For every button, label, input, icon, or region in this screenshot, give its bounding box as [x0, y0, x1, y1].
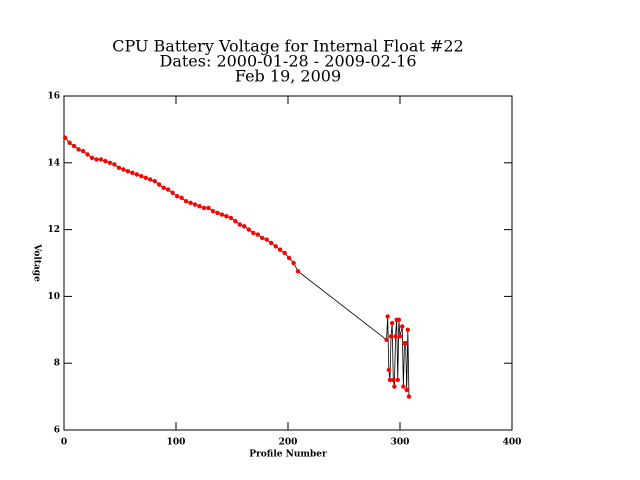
data-point: [76, 147, 81, 152]
data-point: [148, 177, 153, 182]
data-point: [116, 165, 122, 171]
x-tick-label: 300: [391, 438, 410, 448]
data-point: [174, 194, 180, 199]
data-point: [397, 334, 403, 339]
data-point: [277, 247, 283, 252]
data-point: [94, 157, 99, 162]
data-point: [219, 212, 225, 217]
data-point: [121, 167, 126, 172]
data-point: [85, 152, 90, 157]
data-point: [80, 148, 86, 154]
x-tick-label: 0: [61, 438, 67, 448]
data-point: [71, 143, 77, 149]
x-tick-label: 100: [167, 438, 186, 448]
y-tick-label: 14: [47, 158, 60, 168]
data-point: [387, 377, 393, 383]
title-line: Dates: 2000-01-28 - 2009-02-16: [159, 52, 416, 71]
data-point: [269, 240, 274, 246]
data-point: [386, 367, 391, 373]
data-point: [404, 387, 409, 393]
data-point: [384, 337, 389, 343]
y-tick-label: 8: [54, 359, 60, 369]
data-point: [67, 140, 72, 145]
data-point: [98, 157, 104, 162]
data-point: [89, 155, 95, 160]
data-point: [251, 230, 256, 236]
x-axis-label: Profile Number: [249, 450, 327, 460]
data-point: [401, 384, 406, 389]
data-point: [197, 204, 202, 209]
data-point: [389, 320, 395, 326]
data-point: [228, 215, 234, 221]
data-point: [139, 173, 144, 179]
data-point: [295, 269, 301, 274]
y-axis-label: Voltage: [32, 243, 42, 282]
data-point: [188, 200, 193, 206]
data-point: [273, 244, 278, 249]
data-point: [391, 377, 396, 383]
data-point: [406, 394, 412, 399]
data-point: [206, 205, 211, 211]
data-point: [107, 160, 113, 165]
data-point: [396, 317, 402, 322]
data-point: [385, 314, 390, 319]
data-point: [260, 235, 265, 241]
data-point: [242, 224, 247, 229]
data-point: [291, 260, 296, 266]
data-point: [400, 324, 405, 329]
y-tick-label: 10: [47, 292, 60, 302]
data-point: [405, 327, 411, 332]
data-point: [112, 162, 117, 167]
data-point: [246, 227, 251, 232]
plot-frame: [63, 95, 513, 431]
data-point: [393, 334, 398, 339]
data-point: [286, 255, 292, 261]
data-point: [392, 384, 397, 389]
y-tick-label: 6: [54, 426, 60, 436]
x-tick-label: 400: [503, 438, 522, 448]
data-point: [183, 199, 189, 204]
data-point: [143, 175, 148, 181]
x-tick-label: 200: [279, 438, 298, 448]
data-point: [62, 135, 68, 140]
data-point: [210, 209, 216, 214]
data-point: [237, 222, 243, 227]
data-point: [165, 187, 171, 192]
data-point: [161, 185, 166, 191]
data-line: [64, 137, 410, 397]
data-point: [282, 250, 287, 256]
data-point: [403, 340, 408, 346]
data-point: [179, 195, 184, 201]
data-point: [152, 178, 157, 184]
data-point: [264, 237, 269, 242]
data-point: [224, 214, 229, 219]
data-point: [255, 232, 260, 237]
data-point: [233, 219, 238, 224]
data-point: [170, 190, 175, 196]
data-point: [134, 172, 139, 177]
y-tick-label: 16: [47, 92, 60, 102]
data-point: [215, 210, 220, 216]
title-line: Feb 19, 2009: [235, 67, 341, 86]
data-point: [201, 205, 207, 211]
data-point: [192, 202, 198, 207]
title-line: CPU Battery Voltage for Internal Float #…: [112, 37, 463, 56]
data-point: [125, 168, 131, 174]
y-tick-label: 12: [47, 225, 60, 235]
data-point: [395, 377, 400, 383]
data-point: [103, 158, 108, 164]
data-point: [157, 182, 162, 187]
data-point: [388, 334, 394, 339]
data-point: [130, 170, 135, 176]
